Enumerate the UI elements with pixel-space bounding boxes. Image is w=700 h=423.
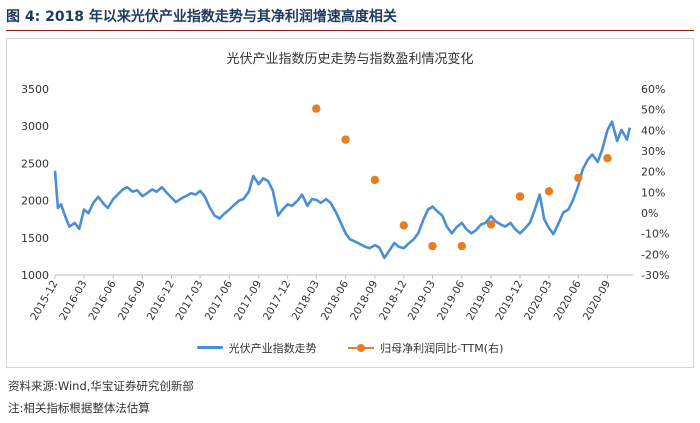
x-tick-label: 2018-03 [290,279,322,323]
x-tick-label: 2019-09 [464,279,496,323]
y-right-tick-label: -10% [641,228,669,241]
legend-label-index: 光伏产业指数走势 [228,341,317,355]
header-divider [6,30,694,31]
chart-title: 光伏产业指数历史走势与指数盈利情况变化 [226,52,474,67]
profit-point [428,241,437,251]
legend-dot-swatch [348,344,375,352]
y-right-tick-label: 50% [641,104,665,117]
x-tick-label: 2016-12 [145,279,177,323]
profit-point [341,135,350,144]
profit-point [312,104,321,113]
x-tick-label: 2017-06 [203,278,235,322]
y-right-tick-label: 60% [641,83,665,96]
x-tick-label: 2020-09 [581,279,613,323]
legend-item-profit: 归母净利润同比-TTM(右) [348,340,503,356]
profit-point [370,175,380,185]
y-left-tick-label: 2000 [21,195,49,208]
x-tick-label: 2020-03 [522,279,554,323]
legend-label-profit: 归母净利润同比-TTM(右) [380,342,504,355]
x-tick-label: 2017-12 [261,279,293,323]
x-tick-label: 2016-06 [87,278,119,322]
profit-point [603,154,612,163]
x-tick-label: 2019-06 [435,278,467,322]
profit-point [399,221,408,230]
x-tick-label: 2019-03 [406,279,438,323]
profit-point [457,241,466,251]
footnote: 注:相关指标根据整体法估算 [8,401,150,415]
x-tick-label: 2017-09 [232,279,264,323]
x-tick-label: 2018-12 [377,279,409,323]
chart-plot: 1000 1500 2000 2500 3000 3500 -30% -20% -10% 0% 10… [21,83,669,323]
y-left-tick-label: 3000 [21,120,49,133]
y-right-tick-label: 0% [641,207,658,220]
y-right-tick-label: 20% [641,166,665,179]
y-right-tick-label: 10% [641,186,665,199]
x-tick-label: 2018-06 [319,278,351,322]
x-tick-label: 2019-12 [493,279,525,323]
profit-point [515,192,525,201]
source-note: 资料来源:Wind,华宝证券研究创新部 [8,379,194,393]
x-tick-label: 2018-09 [348,279,380,323]
x-tick-label: 2020-06 [552,278,584,322]
legend-line-swatch [196,346,223,349]
profit-point [544,187,554,196]
x-tick-label: 2016-09 [116,279,148,323]
figure-header: 图 4: 2018 年以来光伏产业指数走势与其净利润增速高度相关 [6,6,694,28]
figure-heading: 图 4: 2018 年以来光伏产业指数走势与其净利润增速高度相关 [6,9,397,25]
y-right-tick-label: 40% [641,124,665,137]
y-left-tick-label: 2500 [21,157,49,170]
y-right-tick-label: 30% [641,145,665,158]
x-tick-label: 2015-12 [28,279,60,323]
y-left-tick-label: 1000 [21,269,49,282]
x-tick-label: 2016-03 [57,279,89,323]
profit-point [574,173,583,183]
legend-item-index: 光伏产业指数走势 [196,340,317,356]
y-left-tick-label: 1500 [21,232,49,245]
profit-point [486,220,496,229]
y-left-tick-label: 3500 [21,83,49,96]
series-line-index [53,120,632,260]
chart-frame: 光伏产业指数历史走势与指数盈利情况变化 1000 1500 2000 2500 3000… [6,38,694,368]
y-right-tick-label: -30% [641,269,669,282]
y-right-tick-label: -20% [641,248,669,261]
x-tick-label: 2017-03 [173,279,205,323]
chart-legend: 光伏产业指数走势 归母净利润同比-TTM(右) [7,339,693,356]
